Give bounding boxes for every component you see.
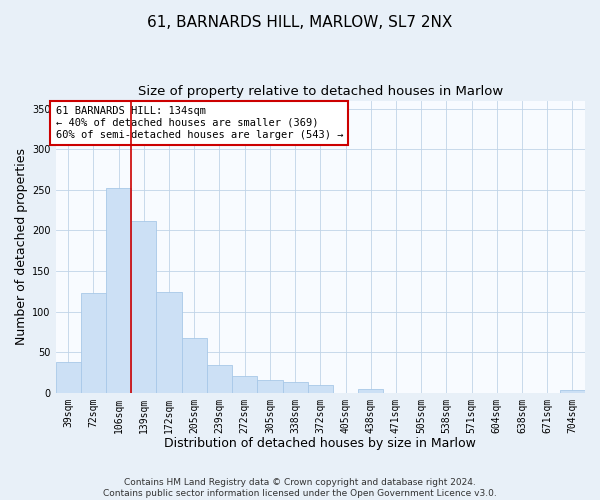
Bar — [257, 380, 283, 392]
Bar — [81, 293, 106, 392]
Bar — [157, 292, 182, 392]
Bar — [308, 384, 333, 392]
Y-axis label: Number of detached properties: Number of detached properties — [15, 148, 28, 345]
Text: Contains HM Land Registry data © Crown copyright and database right 2024.
Contai: Contains HM Land Registry data © Crown c… — [103, 478, 497, 498]
Bar — [560, 390, 585, 392]
Bar — [283, 382, 308, 392]
Bar — [56, 362, 81, 392]
Bar — [182, 338, 207, 392]
Bar — [207, 365, 232, 392]
Bar — [131, 220, 157, 392]
Text: 61, BARNARDS HILL, MARLOW, SL7 2NX: 61, BARNARDS HILL, MARLOW, SL7 2NX — [148, 15, 452, 30]
X-axis label: Distribution of detached houses by size in Marlow: Distribution of detached houses by size … — [164, 437, 476, 450]
Title: Size of property relative to detached houses in Marlow: Size of property relative to detached ho… — [138, 85, 503, 98]
Bar — [106, 188, 131, 392]
Bar — [232, 376, 257, 392]
Bar — [358, 388, 383, 392]
Text: 61 BARNARDS HILL: 134sqm
← 40% of detached houses are smaller (369)
60% of semi-: 61 BARNARDS HILL: 134sqm ← 40% of detach… — [56, 106, 343, 140]
